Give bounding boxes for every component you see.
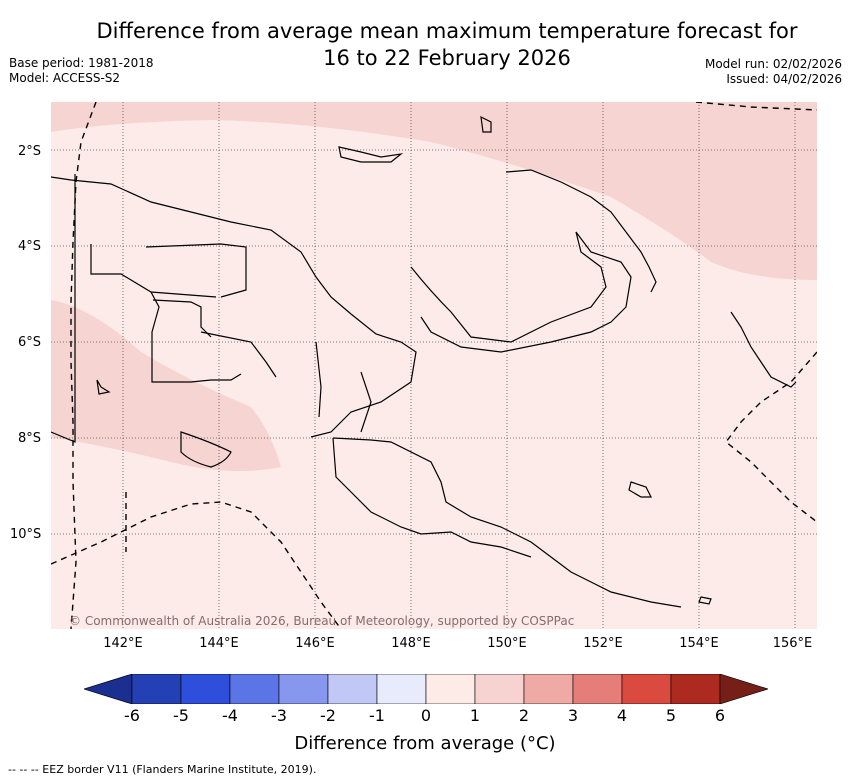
model-run: Model run: 02/02/2026 [704,57,842,71]
colorbar-tick-label: 1 [469,706,481,725]
colorbar-segment [229,674,280,704]
eez-footnote: -- -- -- EEZ border V11 (Flanders Marine… [8,763,317,776]
lon-label: 154°E [679,636,719,651]
colorbar-tick-label: 3 [567,706,579,725]
colorbar-segment [327,674,378,704]
colorbar-segment [572,674,623,704]
lon-label: 148°E [391,636,431,651]
colorbar-segment [425,674,476,704]
lat-label: 2°S [18,144,42,159]
lat-label: 10°S [10,527,42,542]
colorbar-title: Difference from average (°C) [294,733,556,754]
meta-right: Model run: 02/02/2026 Issued: 04/02/2026 [705,57,842,87]
warm-anomaly-southwest [51,300,281,471]
title-line-2: 16 to 22 February 2026 [323,46,571,70]
colorbar-segment [474,674,525,704]
lon-label: 150°E [487,636,527,651]
colorbar-segment [523,674,574,704]
lon-label: 144°E [199,636,239,651]
map-copyright: © Commonwealth of Australia 2026, Bureau… [69,614,574,628]
colorbar-segment [131,674,182,704]
coastlines [51,115,797,608]
colorbar-arrow-high [719,674,768,704]
meta-left: Base period: 1981-2018 Model: ACCESS-S2 [9,56,154,86]
colorbar-arrow-low [84,674,133,704]
model-name: Model: ACCESS-S2 [9,71,121,85]
colorbar-tick-label: 5 [665,706,677,725]
lat-label: 6°S [18,335,42,350]
issued-date: Issued: 04/02/2026 [726,72,842,86]
chart-title: Difference from average mean maximum tem… [80,18,814,72]
lat-label: 8°S [18,431,42,446]
colorbar-segment [376,674,427,704]
lon-label: 146°E [295,636,335,651]
colorbar-segment [670,674,721,704]
lat-label: 4°S [18,239,42,254]
colorbar-segment [621,674,672,704]
eez-borders [51,102,817,629]
colorbar-tick-label: 4 [616,706,628,725]
lon-label: 156°E [772,636,813,651]
title-line-1: Difference from average mean maximum tem… [96,19,798,43]
colorbar-segment [278,674,329,704]
colorbar-segment [180,674,231,704]
colorbar-tick-label: 6 [714,706,726,725]
colorbar-tick-label: -6 [124,706,140,725]
colorbar-tick-label: -3 [271,706,287,725]
base-period: Base period: 1981-2018 [9,56,154,70]
colorbar-tick-label: 0 [420,706,432,725]
colorbar-tick-label: 2 [518,706,530,725]
colorbar-tick-label: -5 [173,706,189,725]
warm-anomaly-north [51,102,817,280]
lon-label: 152°E [583,636,623,651]
colorbar [84,674,768,704]
forecast-map: © Commonwealth of Australia 2026, Bureau… [51,102,817,629]
colorbar-tick-label: -2 [320,706,336,725]
lon-label: 142°E [103,636,143,651]
colorbar-tick-label: -4 [222,706,238,725]
colorbar-tick-label: -1 [369,706,385,725]
